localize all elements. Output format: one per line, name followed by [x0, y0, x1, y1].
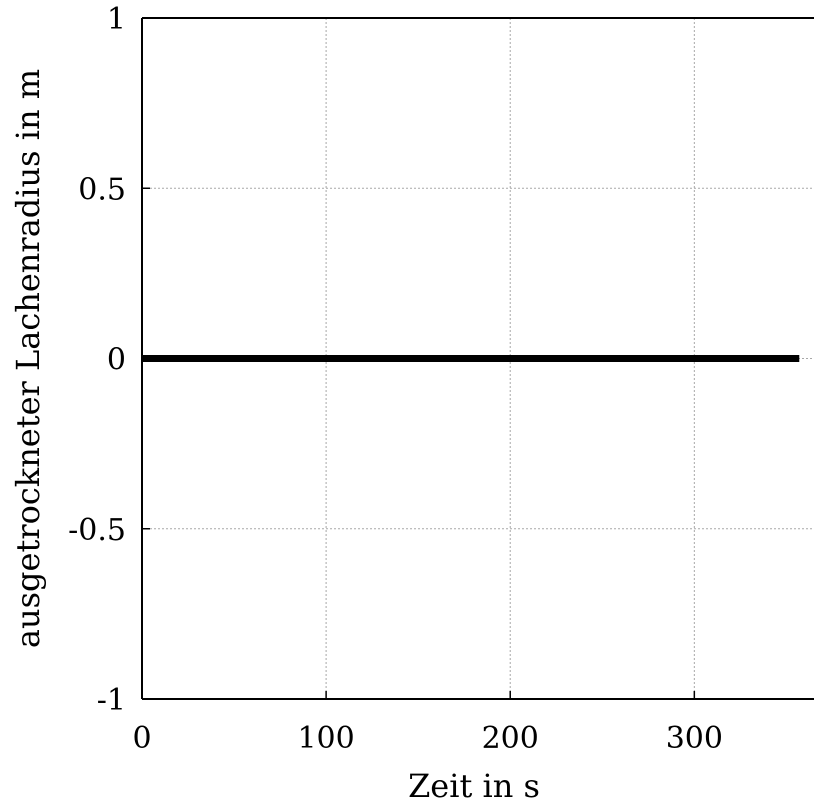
x-tick-label: 100 [297, 721, 354, 756]
plot-frame [141, 17, 814, 700]
x-tick-label: 200 [482, 721, 539, 756]
x-axis-title: Zeit in s [408, 767, 540, 805]
y-axis-title: ausgetrockneter Lachenradius in m [9, 69, 47, 648]
x-tick-label: 0 [132, 721, 151, 756]
y-tick-label: 1 [107, 2, 126, 37]
y-tick-label: -0.5 [68, 513, 126, 548]
y-tick-label: 0 [107, 343, 126, 378]
x-tick-label: 300 [666, 721, 723, 756]
x-tick-labels: 0 100 200 300 [132, 721, 723, 756]
y-tick-label: 0.5 [78, 172, 126, 207]
y-tick-label: -1 [97, 683, 126, 718]
y-tick-labels: 1 0.5 0 -0.5 -1 [68, 2, 126, 718]
